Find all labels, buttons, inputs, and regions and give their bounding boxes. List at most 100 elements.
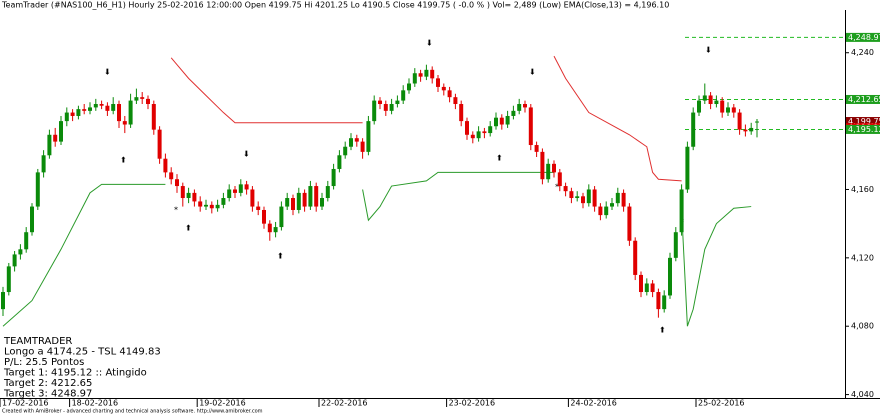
chart-header: TeamTrader (#NAS100_H6_H1) Hourly 25-02-…	[1, 1, 669, 10]
candle-body	[308, 186, 313, 207]
candle-body	[673, 232, 678, 258]
candle-body	[627, 206, 632, 241]
candle-body	[494, 117, 498, 127]
candle-body	[204, 204, 208, 207]
footer: Created with AmiBroker - advanced charti…	[2, 409, 263, 415]
candle-body	[320, 198, 324, 207]
candle-body	[24, 232, 29, 250]
candle-body	[534, 145, 539, 152]
y-tick-label: 4,120	[851, 253, 874, 262]
candle-body	[679, 189, 684, 233]
info-line: Target 2: 4212.65	[3, 378, 92, 389]
candle-body	[610, 203, 614, 207]
candle-body	[343, 146, 348, 156]
candle-body	[430, 69, 435, 79]
x-tick-label: 23-02-2016	[449, 399, 496, 408]
candle-body	[151, 104, 156, 130]
signal-arrow: ⬇	[529, 68, 536, 77]
candle-body	[349, 138, 353, 147]
candle-body	[581, 196, 585, 204]
y-tick-label: 4,080	[851, 322, 874, 331]
candle-body	[453, 97, 458, 105]
candle-body	[360, 141, 365, 152]
y-tick-label: 4,040	[851, 390, 874, 399]
candle-body	[401, 90, 406, 101]
candle-body	[395, 100, 400, 105]
y-tick-label: 4,160	[851, 185, 874, 194]
candle-body	[6, 266, 11, 293]
price-label-box	[846, 94, 880, 104]
candle-body	[685, 146, 690, 190]
candle-body	[325, 186, 330, 199]
price-label-box	[846, 124, 880, 134]
candle-body	[35, 172, 40, 207]
candle-body	[279, 206, 284, 228]
candle-body	[621, 192, 626, 207]
signal-arrow: ⬆	[659, 326, 666, 335]
candle-body	[412, 73, 417, 84]
candle-body	[82, 109, 87, 111]
candle-body	[737, 112, 742, 130]
candle-body	[407, 83, 411, 91]
candle-body	[546, 163, 551, 180]
candle-body	[93, 104, 98, 108]
signal-arrow: ⬆	[277, 252, 284, 261]
candle-body	[476, 131, 481, 139]
candle-body	[157, 129, 162, 159]
candle-body	[615, 192, 620, 204]
candle-body	[302, 192, 307, 207]
candle-body	[499, 117, 504, 125]
candle-body	[250, 189, 255, 207]
signal-arrow: ⬇	[104, 68, 111, 77]
candle-body	[117, 104, 121, 122]
candle-body	[436, 78, 440, 87]
candle-body	[488, 126, 493, 134]
candle-body	[459, 104, 464, 122]
candle-body	[186, 192, 191, 199]
candle-body	[563, 186, 568, 192]
candle-body	[465, 121, 469, 135]
candle-body	[523, 104, 527, 108]
candle-body	[267, 223, 272, 233]
candle-body	[12, 254, 17, 267]
candle-body	[128, 100, 133, 125]
candle-body	[273, 227, 278, 233]
x-tick-label: 24-02-2016	[570, 399, 617, 408]
candle-body	[447, 90, 452, 98]
info-line: Longo a 4174.25 - TSL 4149.83	[4, 347, 161, 358]
candle-body	[708, 95, 713, 105]
candle-body	[482, 131, 487, 134]
candle-body	[441, 86, 446, 91]
tsl-line	[2, 171, 752, 327]
signal-star: *	[555, 183, 559, 192]
candle-body	[215, 204, 220, 209]
candle-body	[644, 283, 649, 293]
candle-body	[418, 73, 423, 77]
candle-body	[99, 104, 104, 106]
candle-body	[697, 100, 701, 113]
candle-body	[291, 198, 295, 210]
candle-body	[743, 129, 748, 132]
candle-body	[569, 191, 574, 199]
candle-body	[88, 107, 92, 111]
candle-body	[238, 184, 243, 193]
candle-body	[575, 196, 580, 199]
candle-body	[285, 198, 290, 207]
candle-body	[633, 240, 638, 275]
candle-body	[505, 115, 510, 125]
candle-body	[105, 105, 110, 111]
candle-body	[552, 163, 556, 173]
x-tick-label: 17-02-2016	[2, 399, 49, 408]
candle-body	[209, 204, 214, 209]
candle-body	[557, 172, 562, 187]
price-label: 4,199.75	[848, 117, 880, 126]
candle-body	[47, 134, 52, 156]
candle-body	[227, 189, 232, 199]
candle-body	[331, 168, 336, 187]
candle-body	[604, 206, 609, 216]
candle-body	[639, 274, 643, 293]
candle-body	[53, 134, 58, 142]
info-line: Target 1: 4195.12 :: Atingido	[3, 368, 147, 379]
candle-body	[192, 192, 197, 202]
